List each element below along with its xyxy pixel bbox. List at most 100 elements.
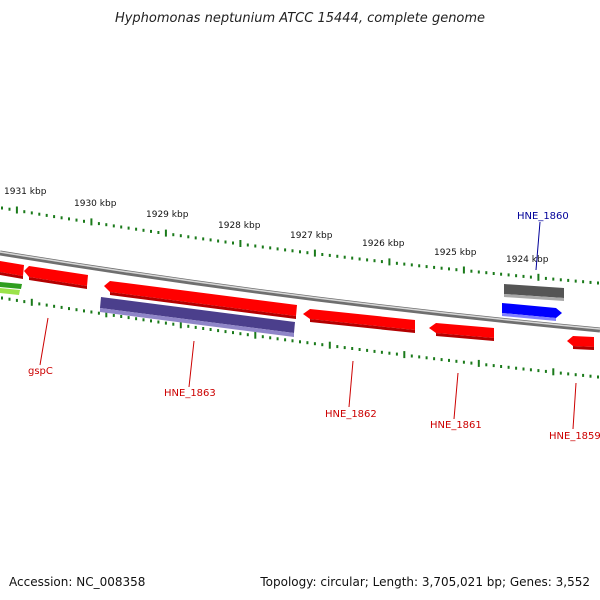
upper-ruler-tick bbox=[135, 227, 138, 231]
gene-arrow-hne1862[interactable] bbox=[303, 309, 415, 333]
upper-ruler-tick bbox=[537, 273, 540, 281]
upper-ruler-tick bbox=[515, 274, 518, 278]
upper-ruler-tick bbox=[388, 258, 391, 266]
lower-ruler-tick bbox=[597, 375, 599, 379]
leader-hne1863 bbox=[188, 340, 195, 388]
gene-label-hne1860[interactable]: HNE_1860 bbox=[517, 211, 569, 222]
lower-ruler-tick bbox=[336, 345, 339, 349]
lower-ruler-tick bbox=[507, 365, 510, 369]
upper-ruler-tick bbox=[172, 233, 175, 237]
kbp-label-1930: 1930 kbp bbox=[74, 199, 117, 209]
lower-ruler-tick bbox=[574, 373, 577, 377]
upper-ruler-tick bbox=[75, 218, 78, 222]
lower-ruler-tick bbox=[276, 337, 279, 341]
lower-ruler-tick bbox=[470, 361, 473, 365]
upper-ruler-tick bbox=[448, 267, 450, 271]
gene-label-hne1861[interactable]: HNE_1861 bbox=[430, 420, 482, 431]
upper-ruler-tick bbox=[202, 237, 205, 241]
lower-ruler-tick bbox=[97, 311, 100, 315]
lower-ruler-tick bbox=[291, 339, 294, 343]
green-feature[interactable] bbox=[0, 282, 22, 295]
upper-ruler-tick bbox=[15, 206, 18, 214]
gene-arrow-gspC[interactable] bbox=[24, 266, 88, 289]
lower-tick-ruler bbox=[1, 296, 599, 379]
lower-ruler-tick bbox=[388, 351, 391, 355]
gene-arrow-hne1863-top[interactable] bbox=[104, 281, 297, 319]
upper-ruler-tick bbox=[97, 222, 100, 226]
lower-ruler-tick bbox=[328, 341, 331, 349]
genome-stats-text: Topology: circular; Length: 3,705,021 bp… bbox=[260, 575, 590, 589]
upper-ruler-tick bbox=[8, 207, 11, 211]
upper-ruler-tick bbox=[45, 213, 48, 217]
upper-ruler-tick bbox=[597, 281, 599, 285]
kbp-label-1929: 1929 kbp bbox=[146, 210, 189, 220]
lower-ruler-tick bbox=[313, 342, 316, 346]
lower-ruler-tick bbox=[120, 315, 123, 318]
lower-ruler-tick bbox=[83, 309, 85, 313]
lower-ruler-tick bbox=[105, 310, 108, 318]
kbp-label-1927: 1927 kbp bbox=[290, 231, 333, 241]
lower-ruler-tick bbox=[68, 307, 70, 311]
lower-ruler-tick bbox=[522, 367, 525, 371]
upper-ruler-tick bbox=[224, 240, 227, 244]
upper-ruler-tick bbox=[38, 212, 41, 216]
upper-ruler-tick bbox=[433, 265, 436, 269]
upper-ruler-tick bbox=[179, 234, 182, 238]
lower-ruler-tick bbox=[433, 357, 436, 361]
gene-arrow-hne1860[interactable] bbox=[502, 303, 562, 321]
lower-ruler-tick bbox=[239, 332, 242, 336]
lower-ruler-tick bbox=[403, 351, 406, 359]
lower-ruler-tick bbox=[202, 327, 205, 330]
upper-ruler-tick bbox=[306, 251, 309, 255]
gene-label-hne1862[interactable]: HNE_1862 bbox=[325, 409, 377, 420]
lower-ruler-tick bbox=[515, 366, 518, 370]
upper-ruler-tick bbox=[395, 261, 398, 265]
gene-labels: gspC HNE_1863 HNE_1862 HNE_1861 HNE_1859… bbox=[28, 211, 600, 442]
lower-ruler-tick bbox=[8, 297, 11, 301]
purple-feature[interactable] bbox=[100, 297, 295, 337]
leader-hne1859 bbox=[572, 382, 577, 430]
upper-ruler-tick bbox=[500, 272, 503, 276]
upper-ruler-tick bbox=[462, 266, 465, 274]
upper-ruler-tick bbox=[358, 257, 361, 261]
lower-ruler-tick bbox=[246, 333, 249, 337]
kbp-label-1925: 1925 kbp bbox=[434, 248, 477, 258]
lower-ruler-tick bbox=[90, 310, 93, 314]
leader-lines bbox=[39, 221, 577, 430]
gray-feature[interactable] bbox=[504, 284, 564, 301]
upper-ruler-tick bbox=[284, 248, 287, 252]
upper-ruler-tick bbox=[112, 224, 115, 228]
gene-label-hne1859[interactable]: HNE_1859 bbox=[549, 431, 600, 442]
upper-ruler-tick bbox=[529, 275, 532, 279]
lower-ruler-tick bbox=[135, 317, 138, 321]
lower-ruler-tick bbox=[38, 302, 41, 306]
gene-label-hne1863[interactable]: HNE_1863 bbox=[164, 388, 216, 399]
lower-ruler-tick bbox=[261, 335, 264, 339]
upper-ruler-tick bbox=[403, 262, 406, 266]
upper-ruler-tick bbox=[328, 253, 331, 257]
upper-ruler-tick bbox=[299, 250, 301, 254]
gene-arrow-hne1861[interactable] bbox=[429, 323, 494, 341]
lower-ruler-tick bbox=[157, 320, 160, 324]
upper-ruler-tick bbox=[485, 271, 488, 275]
upper-ruler-tick bbox=[30, 211, 33, 215]
gene-label-gspC[interactable]: gspC bbox=[28, 366, 53, 377]
upper-ruler-tick bbox=[522, 274, 525, 278]
upper-ruler-tick bbox=[142, 228, 145, 232]
lower-ruler-tick bbox=[187, 324, 190, 328]
upper-ruler-tick bbox=[269, 246, 272, 250]
upper-ruler-tick bbox=[552, 277, 555, 281]
lower-ruler-tick bbox=[343, 346, 346, 350]
lower-ruler-tick bbox=[425, 356, 428, 360]
upper-ruler-tick bbox=[380, 260, 383, 264]
upper-ruler-tick bbox=[313, 249, 316, 257]
upper-ruler-tick bbox=[440, 266, 443, 270]
upper-ruler-tick bbox=[574, 279, 577, 283]
upper-ruler-tick bbox=[239, 240, 242, 247]
upper-ruler-tick bbox=[418, 264, 421, 268]
upper-ruler-tick bbox=[157, 231, 160, 234]
gene-arrow-hne1859[interactable] bbox=[567, 336, 594, 350]
gene-arrow-left-edge[interactable] bbox=[0, 261, 24, 279]
upper-ruler-tick bbox=[187, 235, 190, 239]
lower-ruler-tick bbox=[529, 368, 532, 372]
